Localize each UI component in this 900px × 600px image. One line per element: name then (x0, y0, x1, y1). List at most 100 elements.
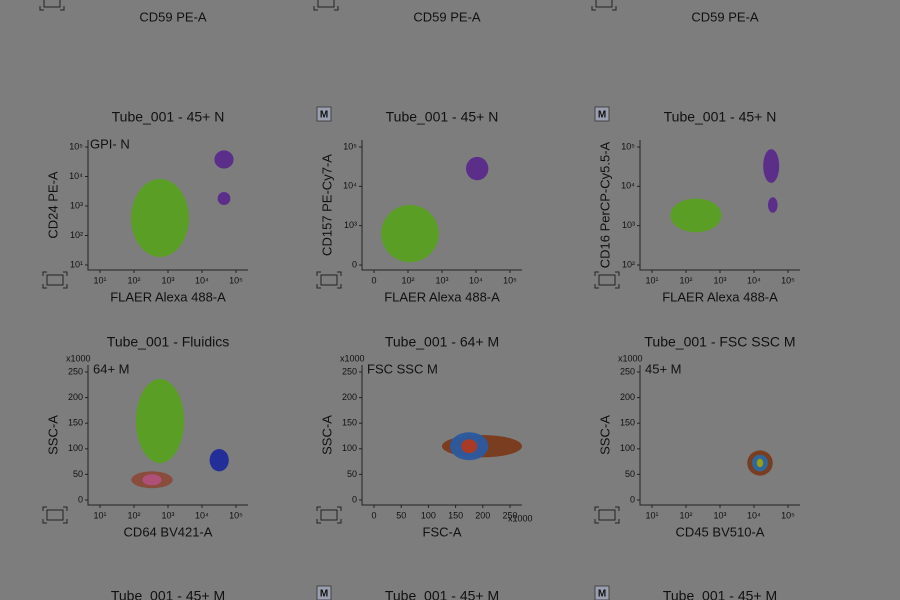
y-tick-label: 0 (630, 494, 635, 504)
y-tick-label: 150 (620, 418, 635, 428)
x-axis-label: CD59 PE-A (139, 9, 207, 24)
view-icon-box (598, 509, 616, 521)
x-tick-label: 10⁴ (747, 275, 761, 285)
y-tick-label: 10⁴ (621, 181, 635, 191)
y-multiplier: x1000 (618, 353, 643, 363)
plot-title: Tube_001 - 45+ N (664, 109, 777, 125)
plot-title: Tube_001 - 45+ M (663, 588, 777, 600)
y-tick-label: 200 (620, 392, 635, 402)
x-tick-label: 50 (396, 510, 406, 520)
x-tick-label: 10¹ (93, 510, 106, 520)
y-tick-label: 10³ (344, 220, 357, 230)
plot-title: Tube_001 - 45+ M (111, 588, 225, 600)
view-icon (316, 271, 342, 289)
x-axis-label: FLAER Alexa 488-A (110, 289, 226, 304)
cell-population (136, 379, 184, 463)
plot-axes (361, 365, 522, 506)
y-axis-label: CD157 PE-Cy7-A (319, 154, 334, 256)
y-tick-label: 10¹ (70, 259, 83, 269)
x-tick-label: 10² (679, 275, 692, 285)
x-tick-label: 10¹ (93, 275, 106, 285)
view-icon-box (595, 0, 613, 8)
y-tick-label: 10⁵ (69, 141, 83, 151)
plot-axes (639, 365, 800, 506)
cell-population (756, 458, 764, 468)
cell-population (131, 179, 189, 257)
view-icon (316, 506, 342, 524)
x-tick-label: 10¹ (645, 510, 658, 520)
x-axis-label: CD59 PE-A (691, 9, 759, 24)
cell-population (217, 192, 231, 205)
x-tick-label: 10¹ (645, 275, 658, 285)
view-icon-box (46, 274, 64, 286)
y-tick-label: 50 (73, 469, 83, 479)
x-tick-label: 200 (475, 510, 490, 520)
x-axis-label: CD64 BV421-A (124, 524, 213, 539)
y-tick-label: 200 (342, 392, 357, 402)
x-tick-label: 10² (127, 275, 140, 285)
x-tick-label: 10³ (713, 510, 726, 520)
y-tick-label: 10³ (70, 200, 83, 210)
y-tick-label: 50 (625, 469, 635, 479)
view-icon-box (46, 509, 64, 521)
x-tick-label: 10² (679, 510, 692, 520)
x-tick-label: 10³ (161, 510, 174, 520)
view-icon (42, 506, 68, 524)
y-tick-label: 150 (342, 418, 357, 428)
y-tick-label: 10⁵ (621, 141, 635, 151)
cell-population (466, 156, 489, 181)
badge: M (320, 589, 328, 600)
view-icon (594, 506, 620, 524)
y-axis-label: CD16 PerCP-Cy5.5-A (597, 141, 612, 268)
y-tick-label: 0 (78, 494, 83, 504)
y-multiplier: x1000 (340, 353, 365, 363)
cell-population (209, 449, 229, 472)
x-axis-label: FLAER Alexa 488-A (662, 289, 778, 304)
cell-population (461, 439, 478, 454)
plot-title: Tube_001 - FSC SSC M (644, 334, 795, 350)
y-axis-label: SSC-A (319, 415, 334, 455)
plot-title: Tube_001 - 45+ N (112, 109, 225, 125)
x-tick-label: 0 (371, 510, 376, 520)
y-tick-label: 50 (347, 469, 357, 479)
x-tick-label: 150 (448, 510, 463, 520)
plot-title: Tube_001 - Fluidics (107, 334, 229, 350)
y-tick-label: 0 (352, 259, 357, 269)
y-tick-label: 0 (352, 494, 357, 504)
x-axis-label: CD45 BV510-A (676, 524, 765, 539)
x-tick-label: 10³ (161, 275, 174, 285)
x-tick-label: 0 (371, 275, 376, 285)
y-tick-label: 100 (68, 443, 83, 453)
y-axis-label: SSC-A (597, 415, 612, 455)
plot-title: Tube_001 - 45+ M (385, 588, 499, 600)
plot-axes (639, 140, 800, 271)
cell-population (142, 474, 162, 486)
plot-title: Tube_001 - 64+ M (385, 334, 499, 350)
y-tick-label: 200 (68, 392, 83, 402)
plot-axes (87, 365, 248, 506)
plot-title: Tube_001 - 45+ N (386, 109, 499, 125)
y-tick-label: 250 (620, 366, 635, 376)
gate-label: GPI- N (90, 136, 130, 151)
plot-axes (361, 140, 522, 271)
x-axis-label: FLAER Alexa 488-A (384, 289, 500, 304)
y-tick-label: 10⁴ (343, 181, 357, 191)
x-tick-label: 10⁵ (781, 510, 795, 520)
badge: M (320, 110, 328, 121)
x-tick-label: 10⁴ (469, 275, 483, 285)
view-icon (594, 271, 620, 289)
y-tick-label: 10³ (622, 220, 635, 230)
gate-label: FSC SSC M (367, 361, 438, 376)
badge-box (594, 585, 610, 600)
x-tick-label: 10⁵ (229, 275, 243, 285)
badge-box (316, 585, 332, 600)
y-axis-label: CD24 PE-A (45, 171, 60, 239)
y-tick-label: 100 (342, 443, 357, 453)
x-tick-label: 10³ (713, 275, 726, 285)
cell-population (381, 205, 439, 263)
view-icon-box (320, 274, 338, 286)
y-tick-label: 10² (70, 230, 83, 240)
x-tick-label: 10⁵ (229, 510, 243, 520)
view-icon-box (317, 0, 335, 8)
view-icon-box (320, 509, 338, 521)
